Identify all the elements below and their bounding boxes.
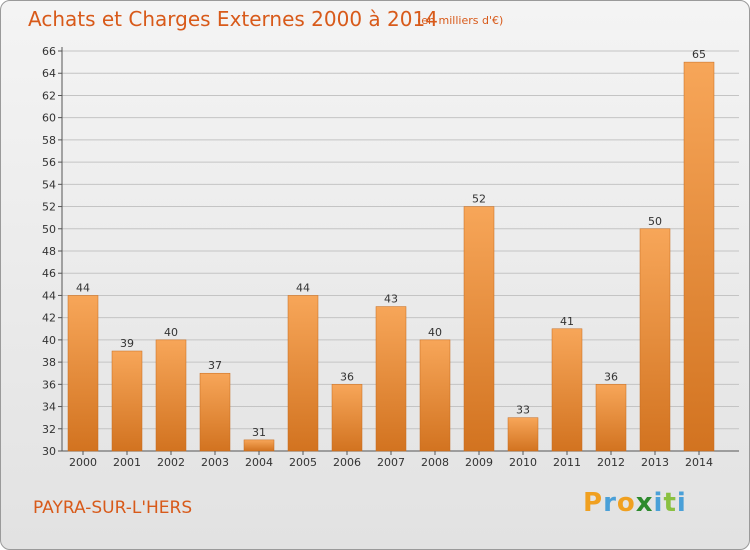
x-tick-label: 2012	[597, 456, 625, 469]
data-label: 44	[76, 281, 90, 294]
y-tick-label: 40	[42, 334, 56, 347]
data-label: 41	[560, 315, 574, 328]
bar	[331, 384, 363, 452]
x-tick-label: 2001	[113, 456, 141, 469]
y-tick-label: 50	[42, 223, 56, 236]
y-tick-label: 34	[42, 401, 56, 414]
x-tick-label: 2006	[333, 456, 361, 469]
chart-subtitle: (en milliers d'€)	[417, 14, 504, 27]
y-tick-label: 32	[42, 423, 56, 436]
x-tick-label: 2011	[553, 456, 581, 469]
x-tick-label: 2010	[509, 456, 537, 469]
chart-title: Achats et Charges Externes 2000 à 2014	[28, 7, 438, 31]
data-label: 65	[692, 48, 706, 61]
y-tick-label: 38	[42, 356, 56, 369]
data-label: 40	[428, 326, 442, 339]
y-tick-label: 56	[42, 156, 56, 169]
x-tick-label: 2005	[289, 456, 317, 469]
logo-letter: r	[603, 488, 617, 518]
data-label: 33	[516, 404, 530, 417]
y-tick-label: 66	[42, 45, 56, 58]
data-label: 43	[384, 293, 398, 306]
logo-letter: o	[616, 488, 636, 518]
x-tick-label: 2008	[421, 456, 449, 469]
data-label: 37	[208, 359, 222, 372]
proxiti-logo: Proxiti	[583, 488, 687, 518]
y-tick-label: 48	[42, 245, 56, 258]
x-tick-label: 2013	[641, 456, 669, 469]
x-tick-label: 2014	[685, 456, 713, 469]
x-tick-label: 2002	[157, 456, 185, 469]
x-tick-label: 2003	[201, 456, 229, 469]
y-tick-label: 62	[42, 89, 56, 102]
data-label: 52	[472, 193, 486, 206]
y-tick-label: 64	[42, 67, 56, 80]
data-label: 31	[252, 426, 266, 439]
x-tick-label: 2000	[69, 456, 97, 469]
data-label: 39	[120, 337, 134, 350]
bar	[551, 328, 583, 452]
bar	[111, 350, 143, 452]
logo-letter: x	[635, 488, 654, 518]
y-tick-labels: 30 32 34 36 38 40 42 44 46 48 50 52 54 56 58 60 62 64 66	[42, 45, 56, 458]
bar	[639, 228, 671, 452]
logo-letter: P	[583, 488, 604, 518]
bar	[155, 339, 187, 452]
bar	[595, 384, 627, 452]
bar	[375, 306, 407, 452]
data-label: 40	[164, 326, 178, 339]
y-tick-label: 60	[42, 112, 56, 125]
y-tick-label: 44	[42, 289, 56, 302]
x-tick-label: 2004	[245, 456, 273, 469]
bars	[67, 61, 715, 452]
data-label: 50	[648, 215, 662, 228]
data-label: 44	[296, 281, 310, 294]
data-label: 36	[340, 370, 354, 383]
logo-letter: i	[676, 488, 687, 518]
y-tick-label: 58	[42, 134, 56, 147]
x-tick-labels: 2000 2001 2002 2003 2004 2005 2006 2007 2008 2009…	[69, 451, 713, 469]
x-tick-label: 2009	[465, 456, 493, 469]
bar	[287, 295, 319, 452]
town-name: PAYRA-SUR-L'HERS	[33, 498, 193, 518]
y-tick-label: 30	[42, 445, 56, 458]
bar	[507, 417, 539, 452]
y-tick-label: 46	[42, 267, 56, 280]
logo-letter: i	[653, 488, 664, 518]
data-label: 36	[604, 370, 618, 383]
bar	[683, 61, 715, 452]
y-tick-label: 54	[42, 178, 56, 191]
bar	[199, 372, 231, 452]
y-tick-label: 42	[42, 312, 56, 325]
bar	[243, 439, 275, 452]
x-tick-label: 2007	[377, 456, 405, 469]
y-tick-label: 52	[42, 201, 56, 214]
y-tick-label: 36	[42, 378, 56, 391]
data-labels: 44 39 40 37 31 44 36 43 40 52 33 41 36 50 65	[76, 48, 706, 439]
logo-letter: t	[663, 488, 677, 518]
bar	[463, 206, 495, 452]
bar	[67, 295, 99, 452]
bar	[419, 339, 451, 452]
